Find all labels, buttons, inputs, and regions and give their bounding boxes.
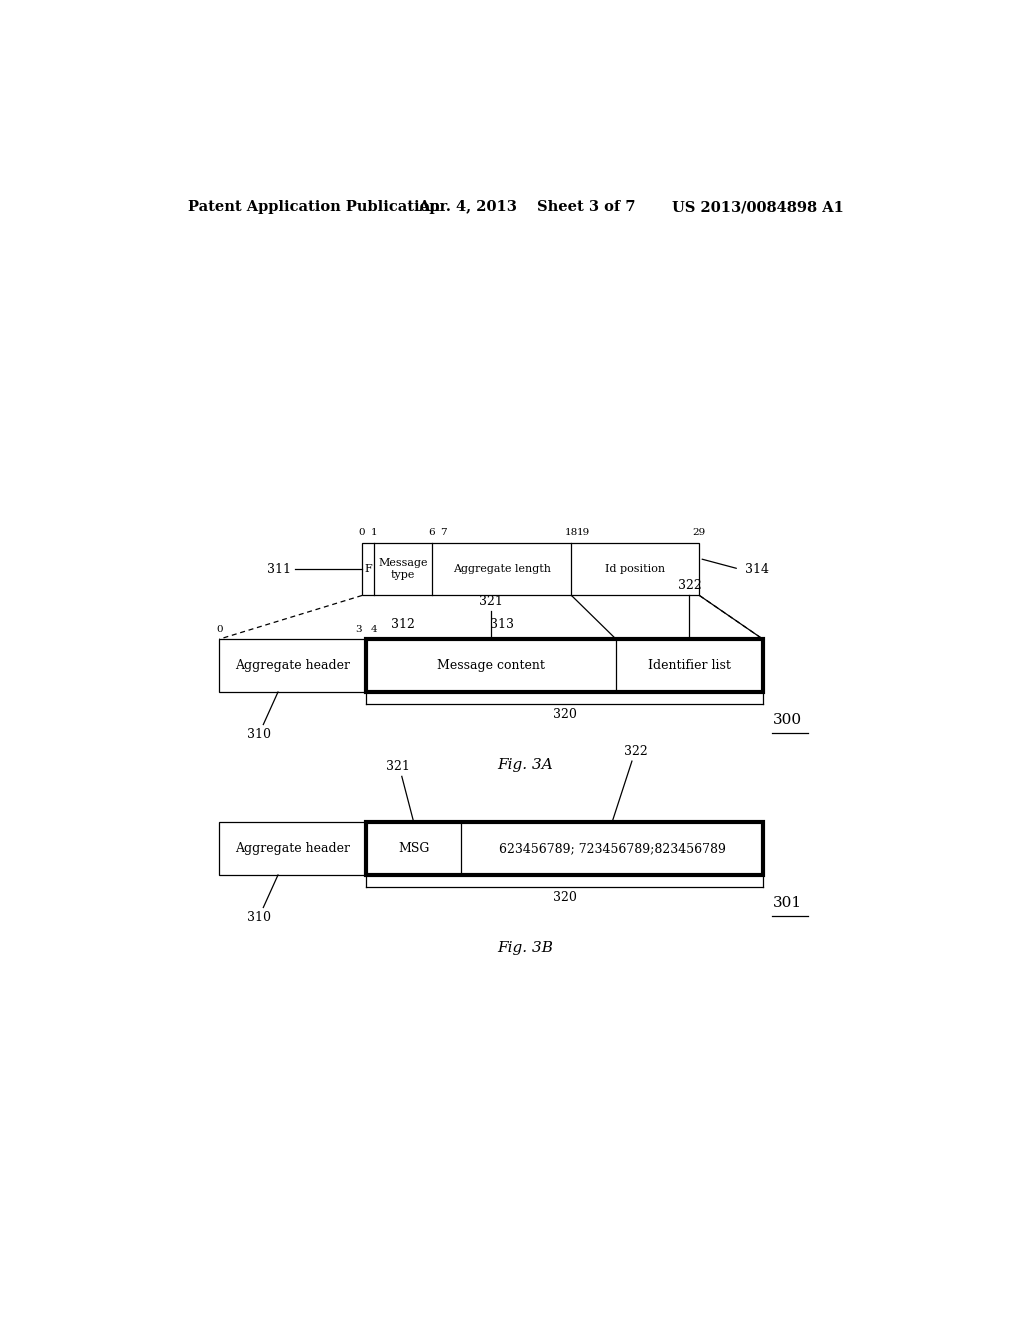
Text: 623456789; 723456789;823456789: 623456789; 723456789;823456789 (499, 842, 726, 855)
FancyBboxPatch shape (367, 639, 763, 692)
FancyBboxPatch shape (367, 822, 763, 875)
Text: 3: 3 (355, 626, 361, 634)
FancyBboxPatch shape (362, 543, 699, 595)
Text: US 2013/0084898 A1: US 2013/0084898 A1 (672, 201, 844, 214)
Text: 314: 314 (745, 562, 769, 576)
Text: 320: 320 (553, 891, 577, 904)
Text: 321: 321 (479, 594, 503, 607)
Text: 301: 301 (772, 896, 802, 911)
Text: Aggregate header: Aggregate header (236, 659, 350, 672)
Text: Sheet 3 of 7: Sheet 3 of 7 (537, 201, 635, 214)
Text: F: F (365, 564, 372, 574)
Text: Id position: Id position (605, 564, 666, 574)
Text: 322: 322 (624, 744, 648, 758)
FancyBboxPatch shape (219, 822, 367, 875)
Text: Identifier list: Identifier list (648, 659, 731, 672)
Text: 19: 19 (577, 528, 590, 536)
Text: Aggregate header: Aggregate header (236, 842, 350, 855)
Text: 29: 29 (693, 528, 706, 536)
Text: 0: 0 (216, 626, 222, 634)
Text: 300: 300 (772, 714, 802, 727)
Text: 320: 320 (553, 709, 577, 721)
Text: 313: 313 (489, 618, 514, 631)
Text: 18: 18 (565, 528, 579, 536)
Text: Message
type: Message type (378, 558, 428, 579)
Text: 4: 4 (371, 626, 377, 634)
Text: 7: 7 (440, 528, 446, 536)
Text: MSG: MSG (398, 842, 429, 855)
Text: 6: 6 (429, 528, 435, 536)
Text: Apr. 4, 2013: Apr. 4, 2013 (418, 201, 516, 214)
Text: Message content: Message content (437, 659, 545, 672)
Text: 321: 321 (386, 760, 410, 774)
Text: Fig. 3B: Fig. 3B (497, 941, 553, 956)
Text: Fig. 3A: Fig. 3A (497, 758, 553, 772)
FancyBboxPatch shape (219, 639, 367, 692)
Text: Patent Application Publication: Patent Application Publication (187, 201, 439, 214)
Text: 0: 0 (358, 528, 366, 536)
Text: 310: 310 (248, 911, 271, 924)
Text: Aggregate length: Aggregate length (453, 564, 551, 574)
Text: 310: 310 (248, 727, 271, 741)
Text: 311: 311 (266, 562, 291, 576)
Text: 1: 1 (371, 528, 377, 536)
Text: 322: 322 (678, 579, 701, 593)
Text: 312: 312 (391, 618, 415, 631)
